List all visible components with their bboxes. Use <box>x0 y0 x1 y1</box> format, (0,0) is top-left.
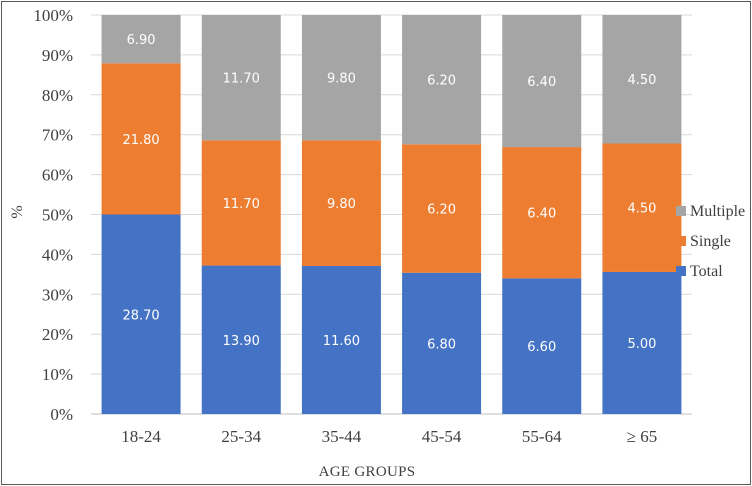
bar-segment-multiple <box>502 15 582 148</box>
bar-stack: 6.80 6.20 6.20 <box>402 15 482 414</box>
data-label: 9.80 <box>327 72 356 87</box>
gridlines <box>91 14 692 415</box>
x-tick-label: ≥ 65 <box>627 427 658 446</box>
x-tick-label: 25-34 <box>221 427 261 446</box>
bar-segment-multiple <box>101 15 181 64</box>
bar-segment-total <box>402 272 482 414</box>
legend-label: Multiple <box>690 203 745 220</box>
y-tick-label: 80% <box>42 86 73 105</box>
x-tick-label: 45-54 <box>422 427 462 446</box>
y-tick-label: 30% <box>42 285 73 304</box>
bar-stack: 13.90 11.70 11.70 <box>201 15 281 414</box>
legend-item-total: Total <box>676 263 723 280</box>
data-label: 11.70 <box>223 72 260 87</box>
data-label: 6.40 <box>527 207 556 222</box>
y-tick-label: 20% <box>42 325 73 344</box>
data-label: 11.70 <box>223 197 260 212</box>
y-tick-label: 40% <box>42 245 73 264</box>
bar-stacks: 28.70 21.80 6.90 13.90 11.70 11.70 11.60 9.80 9.… <box>101 15 682 414</box>
x-tick-label: 35-44 <box>322 427 362 446</box>
y-tick-label: 50% <box>42 206 73 225</box>
data-label: 28.70 <box>122 308 159 323</box>
bar-segment-total <box>301 265 381 414</box>
bar-segment-single <box>602 143 682 272</box>
legend-label: Total <box>690 263 723 280</box>
bar-segment-single <box>301 140 381 266</box>
data-label: 11.60 <box>323 334 360 349</box>
data-label: 4.50 <box>627 73 656 88</box>
bar-stack: 6.60 6.40 6.40 <box>502 15 582 414</box>
bar-segment-total <box>201 265 281 414</box>
data-label: 6.80 <box>427 337 456 352</box>
y-tick-label: 60% <box>42 166 73 185</box>
data-label: 6.20 <box>427 74 456 89</box>
x-axis-label: AGE GROUPS <box>319 464 416 480</box>
data-label: 21.80 <box>122 133 159 148</box>
bar-segment-total <box>502 278 582 414</box>
legend-item-single: Single <box>676 233 731 250</box>
bar-segment-single <box>502 147 582 279</box>
bar-segment-single <box>101 63 181 215</box>
bar-segment-total <box>101 214 181 414</box>
x-axis-ticks: 18-24 25-34 35-44 45-54 55-64 ≥ 65 <box>121 427 657 446</box>
y-tick-label: 90% <box>42 46 73 65</box>
bar-segment-single <box>201 140 281 266</box>
y-axis-label: % <box>9 205 26 218</box>
data-label: 6.20 <box>427 203 456 218</box>
bar-segment-multiple <box>301 15 381 141</box>
legend-swatch <box>676 266 686 276</box>
data-label: 13.90 <box>223 334 260 349</box>
bar-segment-multiple <box>402 15 482 145</box>
legend-item-multiple: Multiple <box>676 203 745 220</box>
bar-segment-multiple <box>602 15 682 144</box>
y-tick-label: 0% <box>50 405 73 424</box>
data-label: 6.60 <box>527 340 556 355</box>
legend-swatch <box>676 206 686 216</box>
y-axis-ticks: 0% 10% 20% 30% 40% 50% 60% 70% 80% 90% 100% <box>33 6 73 424</box>
data-label: 5.00 <box>627 337 656 352</box>
y-tick-label: 10% <box>42 365 73 384</box>
x-tick-label: 18-24 <box>121 427 161 446</box>
bar-segment-single <box>402 144 482 273</box>
data-label: 6.40 <box>527 75 556 90</box>
legend-label: Single <box>690 233 731 250</box>
bar-segment-multiple <box>201 15 281 141</box>
data-label: 4.50 <box>627 202 656 217</box>
x-tick-label: 55-64 <box>522 427 562 446</box>
legend-swatch <box>676 236 686 246</box>
y-tick-label: 70% <box>42 126 73 145</box>
legend: Multiple Single Total <box>676 203 745 280</box>
bar-stack: 11.60 9.80 9.80 <box>301 15 381 414</box>
bar-stack: 5.00 4.50 4.50 <box>602 15 682 414</box>
y-tick-label: 100% <box>33 6 73 25</box>
data-label: 6.90 <box>127 33 156 48</box>
bar-segment-total <box>602 271 682 414</box>
bar-stack: 28.70 21.80 6.90 <box>101 15 181 414</box>
data-label: 9.80 <box>327 197 356 212</box>
